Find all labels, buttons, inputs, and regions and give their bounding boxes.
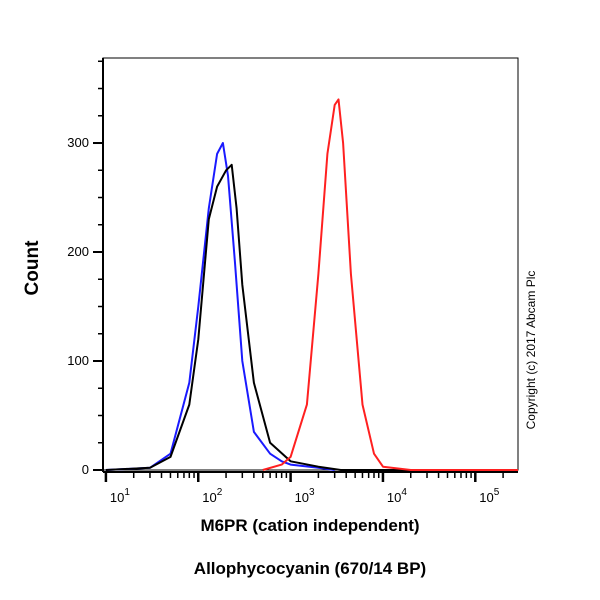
x-tick-label: 101 bbox=[110, 487, 130, 505]
y-axis-label: Count bbox=[22, 240, 43, 296]
plot-frame bbox=[102, 57, 519, 471]
series-line-0 bbox=[105, 142, 335, 471]
x-tick-label: 102 bbox=[202, 487, 222, 505]
y-tick-label: 200 bbox=[67, 244, 89, 259]
x-axis-label: M6PR (cation independent) bbox=[200, 516, 419, 535]
y-tick-label: 300 bbox=[67, 135, 89, 150]
x-tick-label: 103 bbox=[295, 487, 315, 505]
series-line-2 bbox=[262, 98, 518, 471]
y-tick-label: 0 bbox=[82, 462, 89, 477]
x-tick-label: 105 bbox=[479, 487, 499, 505]
x-tick-label: 104 bbox=[387, 487, 407, 505]
y-tick-label: 100 bbox=[67, 353, 89, 368]
x-axis-label-secondary: Allophycocyanin (670/14 BP) bbox=[194, 559, 426, 578]
copyright-annotation: Copyright (c) 2017 Abcam Plc bbox=[524, 271, 538, 430]
series-line-1 bbox=[105, 163, 518, 471]
